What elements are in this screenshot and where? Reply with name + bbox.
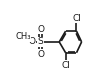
- Text: O: O: [37, 25, 44, 34]
- Text: O: O: [28, 37, 35, 46]
- Text: S: S: [38, 37, 44, 46]
- Text: O: O: [37, 50, 44, 59]
- Text: CH₃: CH₃: [15, 32, 31, 41]
- Text: Cl: Cl: [61, 61, 70, 70]
- Text: Cl: Cl: [72, 14, 81, 23]
